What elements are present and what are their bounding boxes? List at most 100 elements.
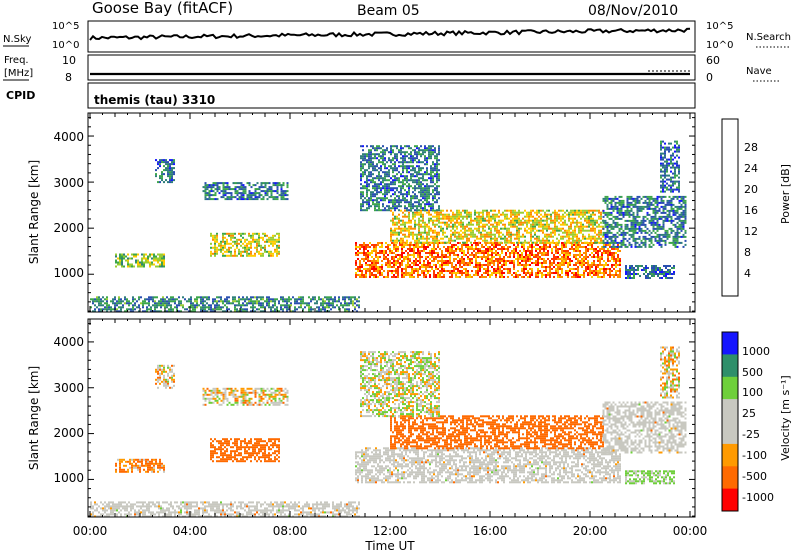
scatter-cell [270,240,272,243]
scatter-cell [594,229,596,232]
scatter-cell [394,223,396,226]
scatter-cell [616,207,619,210]
scatter-cell [242,298,244,301]
scatter-cell [506,209,508,212]
scatter-cell [543,260,545,262]
scatter-cell [610,199,613,202]
scatter-cell [430,173,432,176]
scatter-cell [610,201,613,204]
scatter-cell [608,211,611,214]
scatter-cell [430,203,432,206]
scatter-cell [420,181,422,184]
scatter-cell [539,270,541,272]
scatter-cell [448,215,450,218]
scatter-cell [578,209,580,212]
scatter-cell [600,213,602,216]
scatter-cell [536,239,538,242]
scatter-cell [387,260,389,262]
scatter-cell [457,260,459,262]
scatter-cell [423,248,425,250]
scatter-cell [375,266,377,268]
scatter-cell [483,276,485,278]
scatter-cell [395,262,397,264]
scatter-cell [565,260,567,262]
scatter-cell [220,196,223,199]
scatter-cell [224,232,226,235]
scatter-cell [408,229,410,232]
scatter-cell [584,241,586,244]
scatter-cell [447,252,449,254]
scatter-cell [428,147,430,150]
scatter-cell [534,225,536,228]
scatter-cell [497,268,499,270]
scatter-cell [436,219,438,222]
scatter-cell [360,163,362,166]
scatter-cell [385,262,387,264]
scatter-cell [388,159,390,162]
scatter-cell [244,304,246,307]
scatter-cell [131,263,133,266]
scatter-cell [461,274,463,276]
scatter-cell [488,231,490,234]
scatter-cell [588,225,590,228]
scatter-cell [381,272,383,274]
scatter-cell [553,254,555,256]
scatter-cell [140,296,142,299]
scatter-cell [256,238,258,241]
scatter-cell [505,248,507,250]
scatter-cell [390,165,392,168]
scatter-cell [447,270,449,272]
scatter-cell [304,302,306,305]
scatter-cell [212,308,214,311]
scatter-cell [490,229,492,232]
scatter-cell [212,238,214,241]
scatter-cell [556,241,558,244]
scatter-cell [390,187,392,190]
scatter-cell [388,191,390,194]
scatter-cell [324,310,326,312]
scatter-cell [422,221,424,224]
scatter-cell [230,302,232,305]
scatter-cell [382,185,384,188]
scatter-cell [616,235,619,238]
scatter-cell [262,302,264,305]
scatter-cell [419,252,421,254]
scatter-cell [557,248,559,250]
scatter-cell [302,296,304,299]
scatter-cell [212,190,215,193]
scatter-cell [478,217,480,220]
scatter-cell [577,266,579,268]
scatter-cell [386,193,388,196]
scatter-cell [171,171,173,174]
scatter-cell [449,248,451,250]
scatter-cell [614,239,617,242]
scatter-cell [153,259,155,262]
scatter-cell [499,254,501,256]
scatter-cell [437,262,439,264]
scatter-cell [365,254,367,256]
scatter-cell [198,296,200,299]
scatter-cell [282,190,285,193]
scatter-cell [377,272,379,274]
scatter-cell [535,276,537,278]
scatter-cell [410,207,412,210]
scatter-cell [220,246,222,249]
scatter-cell [369,246,371,248]
scatter-cell [368,203,370,206]
scatter-cell [570,223,572,226]
scatter-cell [110,300,112,303]
scatter-cell [413,270,415,272]
scatter-cell [430,241,432,244]
scatter-cell [396,167,398,170]
scatter-cell [428,231,430,234]
scatter-cell [395,250,397,252]
scatter-cell [406,235,408,238]
scatter-cell [404,145,406,148]
scatter-cell [131,253,133,256]
scatter-cell [506,217,508,220]
scatter-cell [440,229,442,232]
scatter-cell [595,270,597,272]
scatter-cell [252,194,255,197]
scatter-cell [416,239,418,242]
scatter-cell [226,188,229,191]
